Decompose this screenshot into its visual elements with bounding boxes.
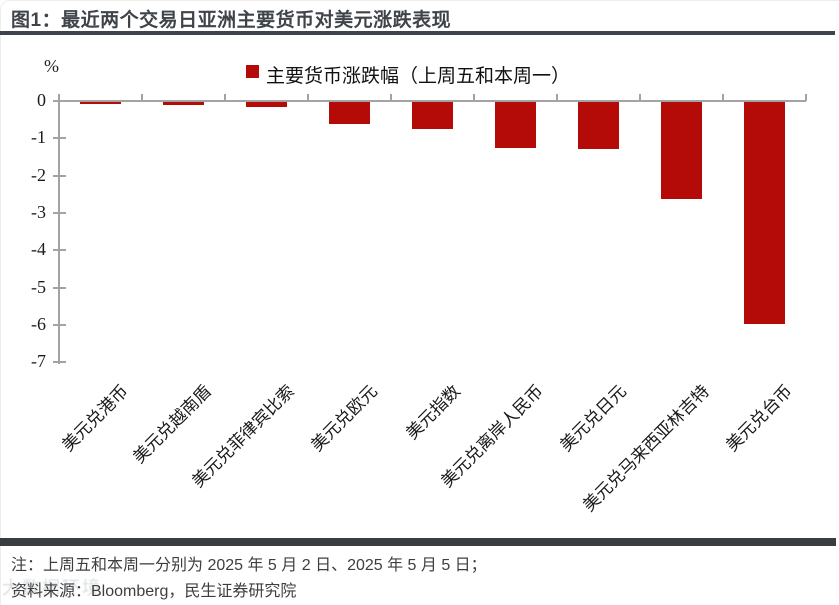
y-axis-unit-label: % xyxy=(44,56,59,76)
y-tick-label: -2 xyxy=(31,164,46,185)
x-tick-mark xyxy=(141,94,143,101)
legend-label: 主要货币涨跌幅（上周五和本周一） xyxy=(266,66,571,87)
x-tick-mark xyxy=(556,94,558,101)
footnote: 注：上周五和本周一分别为 2025 年 5 月 2 日、2025 年 5 月 5… xyxy=(11,557,487,574)
footer-divider xyxy=(0,538,836,546)
bar-美元兑欧元 xyxy=(329,102,370,124)
x-tick-mark xyxy=(805,94,807,101)
x-axis-label: 美元兑欧元 xyxy=(306,381,381,456)
y-tick-mark xyxy=(53,286,66,289)
bar-chart: 主要货币涨跌幅（上周五和本周一） % 0 -1 -2 -3 -4 -5 -6 -7 美元兑港币… xyxy=(0,36,839,536)
x-tick-mark xyxy=(224,94,226,101)
bar-美元兑日元 xyxy=(578,102,619,149)
x-axis-label: 美元兑港币 xyxy=(57,381,132,456)
x-tick-mark xyxy=(307,94,309,101)
title-underline xyxy=(0,31,835,35)
x-axis-label: 美元兑日元 xyxy=(555,381,630,456)
bar-美元兑越南盾 xyxy=(163,102,204,105)
bar-美元兑港币 xyxy=(80,102,121,104)
x-tick-mark xyxy=(722,94,724,101)
y-tick-mark xyxy=(53,100,66,102)
source-line: 资料来源：Bloomberg，民生证券研究院 xyxy=(11,583,297,600)
x-axis-baseline xyxy=(56,100,806,102)
y-tick-mark xyxy=(53,249,66,252)
bar-美元指数 xyxy=(412,102,453,129)
x-tick-mark xyxy=(58,94,60,101)
bar-美元兑马来西亚林吉特 xyxy=(661,102,702,199)
figure-title: 图1：最近两个交易日亚洲主要货币对美元涨跌表现 xyxy=(11,10,452,31)
y-tick-mark xyxy=(53,174,66,177)
legend-marker-icon xyxy=(246,65,259,78)
x-axis-label: 美元兑台币 xyxy=(721,381,796,456)
x-axis-label: 美元指数 xyxy=(401,381,464,444)
y-tick-label: -7 xyxy=(31,351,46,372)
bar-美元兑菲律宾比索 xyxy=(246,102,287,107)
y-tick-mark xyxy=(53,137,66,140)
y-tick-mark xyxy=(53,323,66,326)
y-axis-line xyxy=(58,99,60,364)
x-tick-mark xyxy=(390,94,392,101)
y-tick-label: -4 xyxy=(31,239,46,260)
bar-美元兑台币 xyxy=(744,102,785,324)
x-axis-label: 美元兑越南盾 xyxy=(128,381,215,468)
chart-legend: 主要货币涨跌幅（上周五和本周一） xyxy=(246,61,570,88)
y-tick-label: -5 xyxy=(31,276,46,297)
y-tick-label: -6 xyxy=(31,313,46,334)
y-tick-mark xyxy=(53,211,66,214)
y-tick-label: -3 xyxy=(31,201,46,222)
y-tick-label: -1 xyxy=(31,127,46,148)
x-tick-mark xyxy=(473,94,475,101)
x-tick-mark xyxy=(639,94,641,101)
y-tick-label: 0 xyxy=(37,90,46,110)
bar-美元兑离岸人民币 xyxy=(495,102,536,148)
y-tick-mark xyxy=(53,361,66,364)
